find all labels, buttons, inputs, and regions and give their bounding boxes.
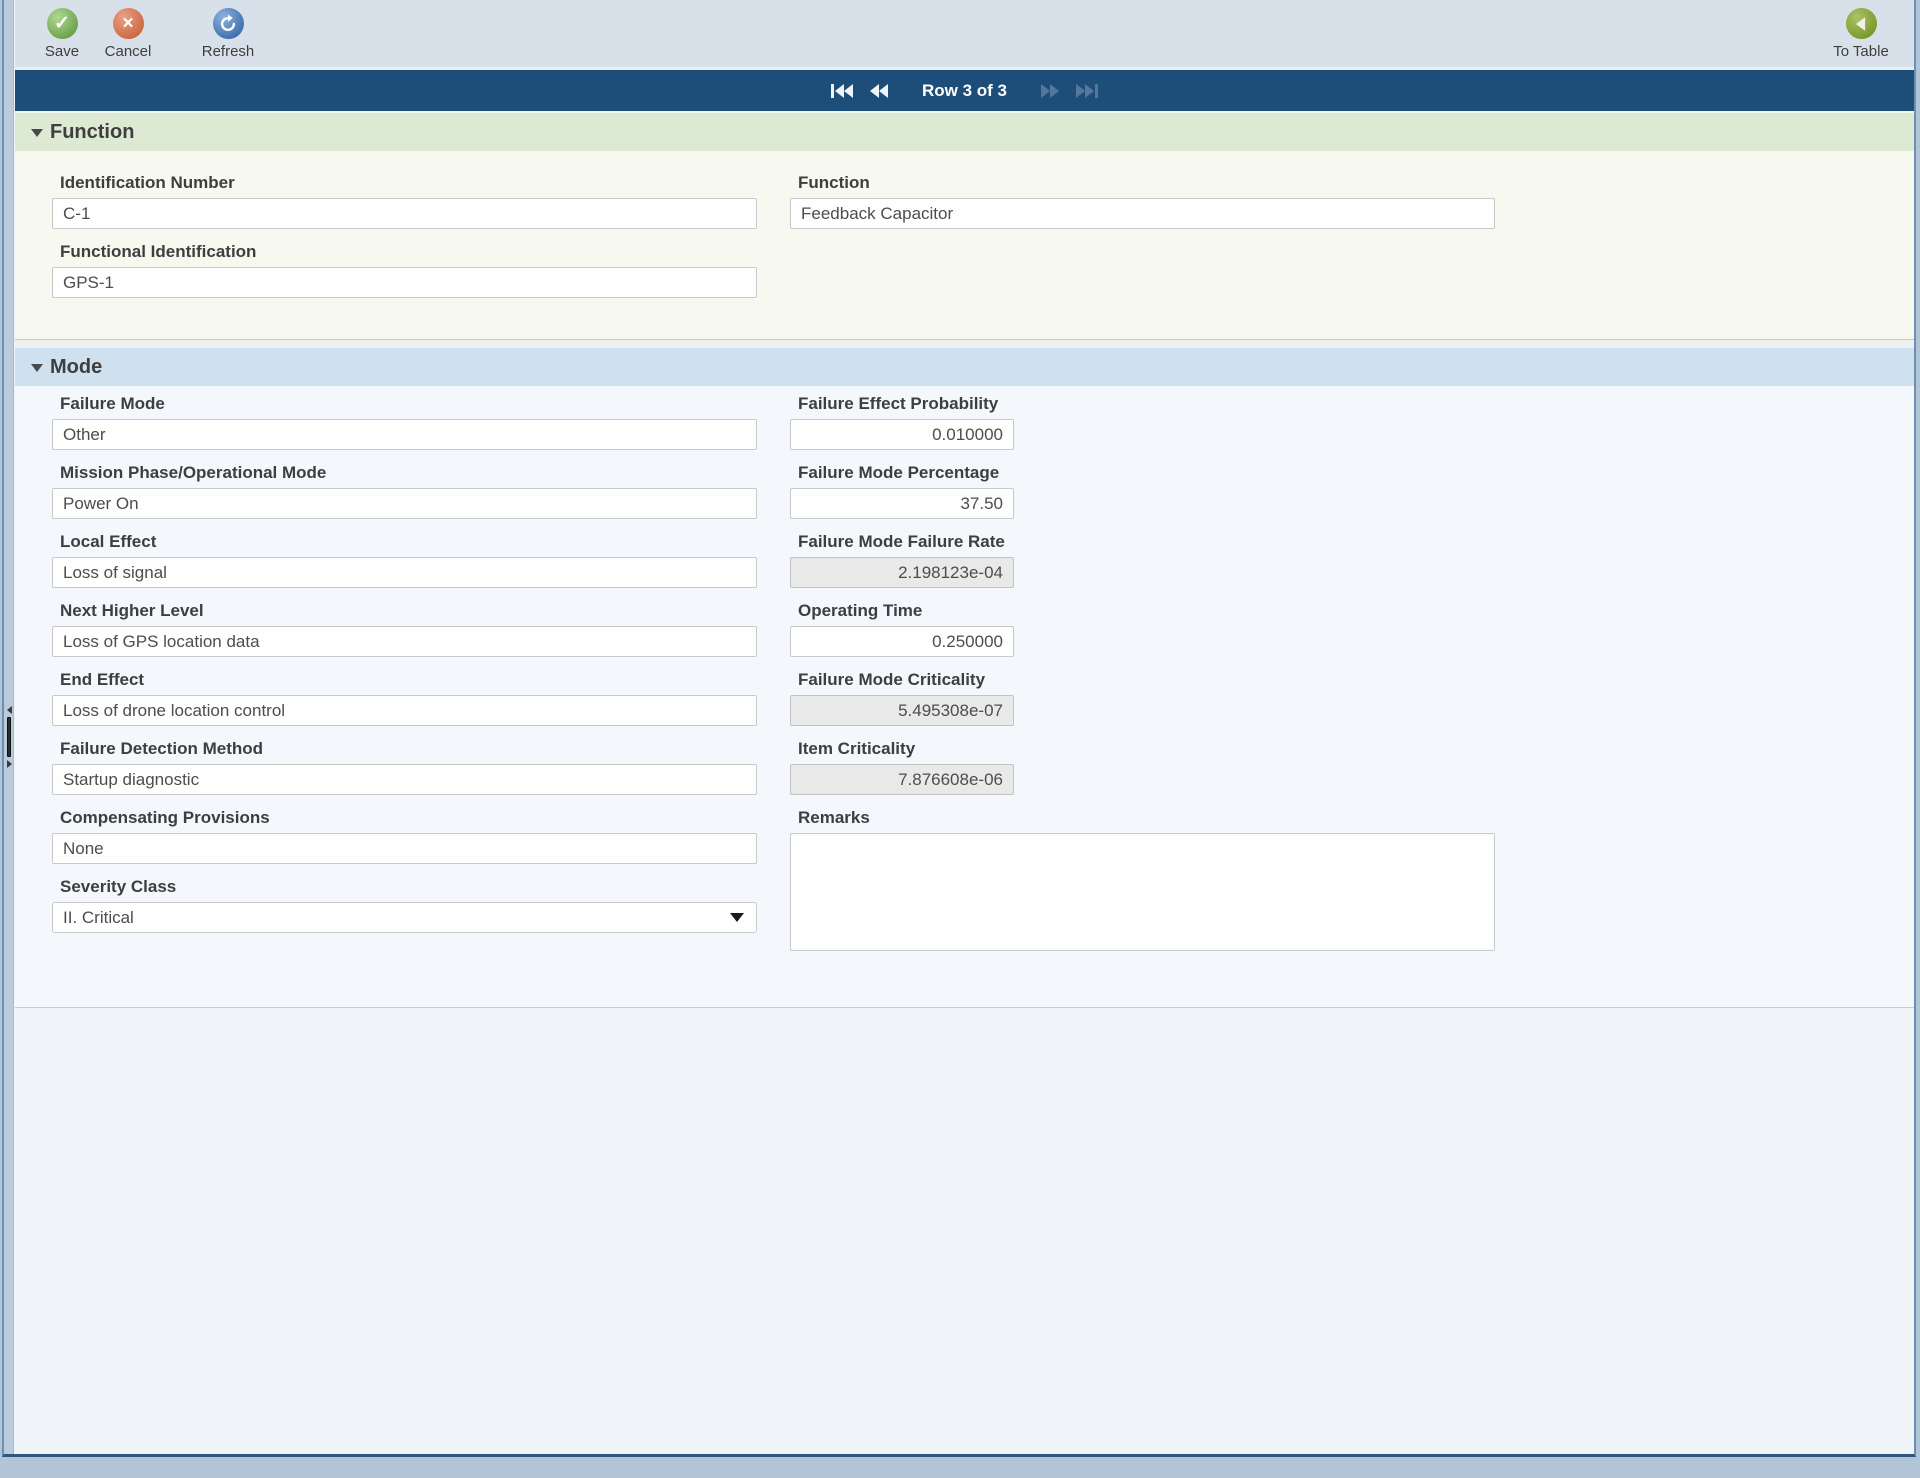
toolbar: ✓ Save × Cancel Refresh xyxy=(15,0,1914,70)
last-row-button[interactable] xyxy=(1076,83,1098,98)
mission-phase-label: Mission Phase/Operational Mode xyxy=(60,463,327,482)
compensating-provisions-input[interactable] xyxy=(52,833,757,864)
field-failure-mode-failure-rate: Failure Mode Failure Rate xyxy=(790,532,1914,588)
failure-mode-percentage-input[interactable] xyxy=(790,488,1014,519)
operating-time-input[interactable] xyxy=(790,626,1014,657)
failure-mode-input[interactable] xyxy=(52,419,757,450)
function-section-body: Identification Number Functional Identif… xyxy=(15,151,1914,340)
field-identification-number: Identification Number xyxy=(52,173,790,229)
save-check-icon: ✓ xyxy=(46,8,78,39)
empty-area xyxy=(15,1008,1914,1454)
mission-phase-input[interactable] xyxy=(52,488,757,519)
severity-class-value: II. Critical xyxy=(63,907,134,927)
function-label: Function xyxy=(798,173,870,192)
save-button[interactable]: ✓ Save xyxy=(33,0,91,60)
field-failure-effect-probability: Failure Effect Probability xyxy=(790,394,1914,450)
next-row-button[interactable] xyxy=(1041,83,1060,98)
previous-row-button[interactable] xyxy=(869,83,888,98)
failure-mode-label: Failure Mode xyxy=(60,394,165,413)
failure-detection-method-input[interactable] xyxy=(52,764,757,795)
first-row-button[interactable] xyxy=(830,83,853,98)
functional-identification-label: Functional Identification xyxy=(60,242,257,261)
save-button-label: Save xyxy=(44,43,80,60)
mode-section-title: Mode xyxy=(50,355,103,378)
splitter-grip xyxy=(7,717,11,757)
local-effect-input[interactable] xyxy=(52,557,757,588)
field-local-effect: Local Effect xyxy=(52,532,790,588)
cancel-button[interactable]: × Cancel xyxy=(99,0,157,60)
function-section-header[interactable]: Function xyxy=(15,111,1914,151)
field-failure-detection-method: Failure Detection Method xyxy=(52,739,790,795)
remarks-textarea[interactable] xyxy=(790,833,1495,951)
cancel-button-label: Cancel xyxy=(104,43,152,60)
field-end-effect: End Effect xyxy=(52,670,790,726)
refresh-button-label: Refresh xyxy=(201,43,255,60)
failure-mode-criticality-label: Failure Mode Criticality xyxy=(798,670,986,689)
collapse-caret-icon xyxy=(31,364,43,372)
field-failure-mode-percentage: Failure Mode Percentage xyxy=(790,463,1914,519)
field-severity-class: Severity Class II. Critical xyxy=(52,877,790,933)
compensating-provisions-label: Compensating Provisions xyxy=(60,808,270,827)
field-failure-mode-criticality: Failure Mode Criticality xyxy=(790,670,1914,726)
field-item-criticality: Item Criticality xyxy=(790,739,1914,795)
cancel-cross-icon: × xyxy=(112,8,144,39)
collapse-caret-icon xyxy=(31,129,43,137)
failure-effect-probability-label: Failure Effect Probability xyxy=(798,394,999,413)
item-criticality-readonly xyxy=(790,764,1014,795)
mode-section-body: Failure Mode Mission Phase/Operational M… xyxy=(15,386,1914,1008)
remarks-label: Remarks xyxy=(798,808,870,827)
operating-time-label: Operating Time xyxy=(798,601,923,620)
field-functional-identification: Functional Identification xyxy=(52,242,790,298)
severity-class-label: Severity Class xyxy=(60,877,177,896)
failure-mode-criticality-readonly xyxy=(790,695,1014,726)
functional-identification-input[interactable] xyxy=(52,267,757,298)
field-remarks: Remarks xyxy=(790,808,1914,956)
end-effect-label: End Effect xyxy=(60,670,145,689)
failure-mode-percentage-label: Failure Mode Percentage xyxy=(798,463,1000,482)
main-content: ✓ Save × Cancel Refresh xyxy=(15,0,1914,1454)
field-failure-mode: Failure Mode xyxy=(52,394,790,450)
record-navigator: Row 3 of 3 xyxy=(15,70,1914,111)
next-higher-level-label: Next Higher Level xyxy=(60,601,204,620)
splitter-expand-icon xyxy=(6,760,12,768)
refresh-button[interactable]: Refresh xyxy=(199,0,257,60)
field-next-higher-level: Next Higher Level xyxy=(52,601,790,657)
to-table-button-label: To Table xyxy=(1833,43,1889,60)
field-operating-time: Operating Time xyxy=(790,601,1914,657)
back-to-table-icon xyxy=(1845,8,1877,39)
identification-number-input[interactable] xyxy=(52,198,757,229)
next-higher-level-input[interactable] xyxy=(52,626,757,657)
field-mission-phase: Mission Phase/Operational Mode xyxy=(52,463,790,519)
mode-section-header[interactable]: Mode xyxy=(15,346,1914,386)
dropdown-arrow-icon xyxy=(730,913,744,922)
failure-mode-failure-rate-label: Failure Mode Failure Rate xyxy=(798,532,1005,551)
failure-mode-failure-rate-readonly xyxy=(790,557,1014,588)
end-effect-input[interactable] xyxy=(52,695,757,726)
section-divider xyxy=(15,340,1914,346)
refresh-icon xyxy=(212,8,244,39)
function-input[interactable] xyxy=(790,198,1495,229)
local-effect-label: Local Effect xyxy=(60,532,157,551)
failure-detection-method-label: Failure Detection Method xyxy=(60,739,264,758)
function-section-title: Function xyxy=(50,120,135,143)
identification-number-label: Identification Number xyxy=(60,173,235,192)
panel-splitter-handle[interactable] xyxy=(4,706,14,770)
field-compensating-provisions: Compensating Provisions xyxy=(52,808,790,864)
item-criticality-label: Item Criticality xyxy=(798,739,916,758)
severity-class-select[interactable]: II. Critical xyxy=(52,902,757,933)
field-function: Function xyxy=(790,173,1914,229)
left-panel-gutter xyxy=(4,0,14,1454)
splitter-collapse-icon xyxy=(6,706,12,714)
row-status-text: Row 3 of 3 xyxy=(921,80,1007,100)
to-table-button[interactable]: To Table xyxy=(1832,0,1890,60)
failure-effect-probability-input[interactable] xyxy=(790,419,1014,450)
